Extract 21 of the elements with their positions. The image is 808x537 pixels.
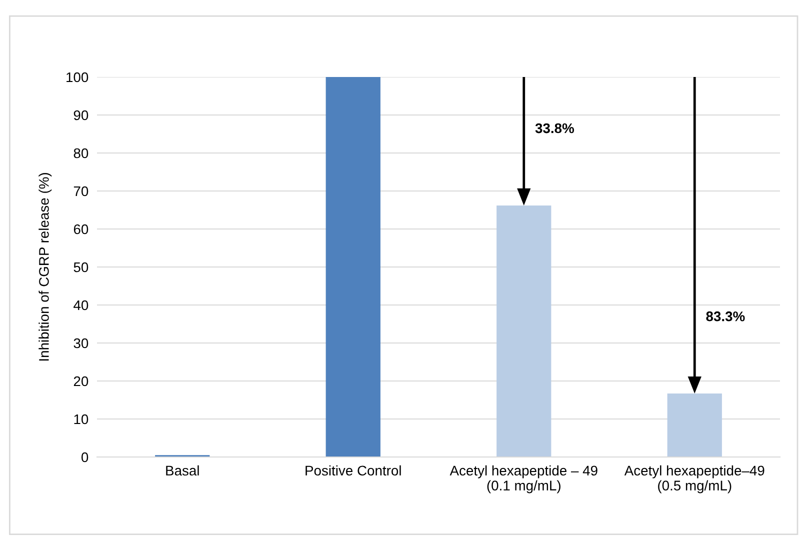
- y-tick-label: 30: [74, 338, 88, 348]
- y-axis-title: Inhibition of CGRP release (%): [38, 173, 52, 361]
- x-tick-label: Acetyl hexapeptide–49 (0.5 mg/mL): [624, 465, 764, 494]
- y-tick-label: 0: [81, 452, 88, 462]
- x-tick-label: Positive Control: [306, 465, 401, 476]
- x-tick-label: Basal: [166, 465, 199, 476]
- annotation: 83.3%: [706, 311, 745, 322]
- x-tick-label: Acetyl hexapeptide – 49 (0.1 mg/mL): [450, 465, 598, 494]
- bar: [667, 394, 722, 457]
- y-tick-label: 100: [66, 72, 88, 82]
- annotation: 33.8%: [535, 123, 574, 134]
- y-tick-label: 20: [74, 376, 88, 386]
- bar: [496, 205, 552, 457]
- y-tick-label: 50: [74, 262, 88, 272]
- y-tick-label: 10: [74, 414, 88, 424]
- y-tick-label: 80: [74, 148, 88, 158]
- y-tick-label: 90: [74, 110, 88, 120]
- y-tick-label: 70: [74, 186, 88, 196]
- y-tick-label: 40: [74, 300, 88, 310]
- y-tick-label: 60: [74, 224, 88, 234]
- bar: [326, 77, 380, 457]
